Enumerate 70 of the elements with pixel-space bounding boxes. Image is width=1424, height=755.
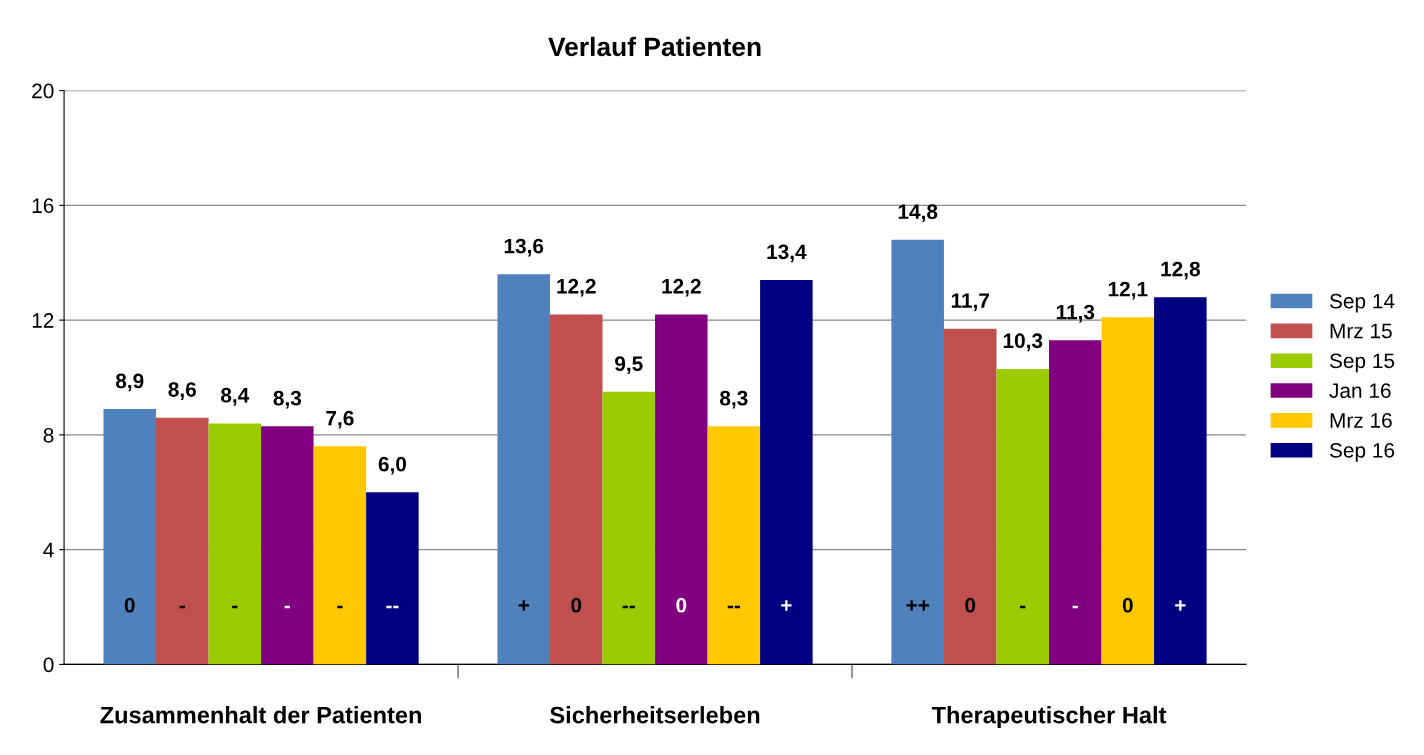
data-label: 12,2 <box>557 278 596 297</box>
bar <box>943 328 997 665</box>
y-tick-label: 16 <box>32 198 54 214</box>
annotation: - <box>284 605 290 609</box>
bar <box>366 492 419 665</box>
x-tick-label: Therapeutischer Halt <box>931 706 1167 729</box>
annotation: ++ <box>906 600 930 611</box>
y-tick-label: 20 <box>32 83 54 99</box>
data-label: 8,3 <box>273 390 302 409</box>
data-label: 10,3 <box>1003 333 1043 352</box>
annotation: 0 <box>124 597 135 613</box>
bar <box>760 279 813 665</box>
data-label: 14,8 <box>898 204 938 223</box>
data-label: 12,2 <box>662 278 701 297</box>
bar <box>707 426 761 665</box>
data-label: 11,3 <box>1056 304 1095 323</box>
data-label: 12,8 <box>1161 261 1200 280</box>
annotation: 0 <box>676 597 687 613</box>
legend-label: Sep 16 <box>1329 442 1395 462</box>
x-tick-label: Sicherheitserleben <box>550 706 760 724</box>
annotation: 0 <box>1122 597 1133 613</box>
annotation: -- <box>386 605 399 609</box>
y-tick-label: 12 <box>32 313 54 328</box>
annotation: - <box>337 605 343 609</box>
data-label: 13,6 <box>504 238 544 257</box>
data-label: 12,1 <box>1108 281 1148 300</box>
annotation: 0 <box>965 597 976 613</box>
data-label: 8,4 <box>220 387 250 406</box>
data-label: 13,4 <box>767 244 807 263</box>
data-label: 8,9 <box>115 373 144 392</box>
legend-label: Mrz 15 <box>1330 323 1392 339</box>
bar <box>261 426 314 665</box>
data-label: 8,6 <box>168 382 196 400</box>
annotation: -- <box>727 605 740 609</box>
data-label: 7,6 <box>326 410 354 429</box>
annotation: - <box>1072 605 1078 609</box>
annotation: - <box>232 605 238 609</box>
x-tick-label: Zusammenhalt der Patienten <box>100 706 421 724</box>
bar <box>313 446 367 665</box>
bar <box>156 417 209 665</box>
y-tick-label: 0 <box>43 657 54 673</box>
annotation: + <box>518 600 529 611</box>
legend-label: Sep 15 <box>1329 353 1395 373</box>
annotation: + <box>781 600 792 611</box>
data-label: 6,0 <box>378 456 407 475</box>
y-tick-label: 4 <box>43 542 54 558</box>
annotation: -- <box>622 605 635 609</box>
annotation: - <box>179 605 185 609</box>
bar <box>1154 297 1207 665</box>
bar <box>103 409 157 665</box>
data-label: 11,7 <box>951 293 990 311</box>
legend-label: Jan 16 <box>1329 383 1391 399</box>
y-tick-label: 8 <box>43 427 54 443</box>
bar <box>497 274 550 665</box>
legend-label: Mrz 16 <box>1330 413 1392 428</box>
data-label: 9,5 <box>615 356 643 375</box>
bar <box>996 368 1050 665</box>
chart-title: Verlauf Patienten <box>548 36 761 57</box>
data-label: 8,3 <box>720 390 748 409</box>
annotation: - <box>1020 605 1026 609</box>
legend-label: Sep 14 <box>1329 293 1395 313</box>
bar <box>602 391 656 665</box>
bar <box>1049 340 1102 665</box>
bar <box>1101 317 1155 665</box>
bar <box>549 314 603 665</box>
annotation: 0 <box>571 597 582 613</box>
annotation: + <box>1175 600 1186 611</box>
bar <box>655 314 708 665</box>
bar <box>891 239 944 665</box>
bar <box>208 423 262 665</box>
